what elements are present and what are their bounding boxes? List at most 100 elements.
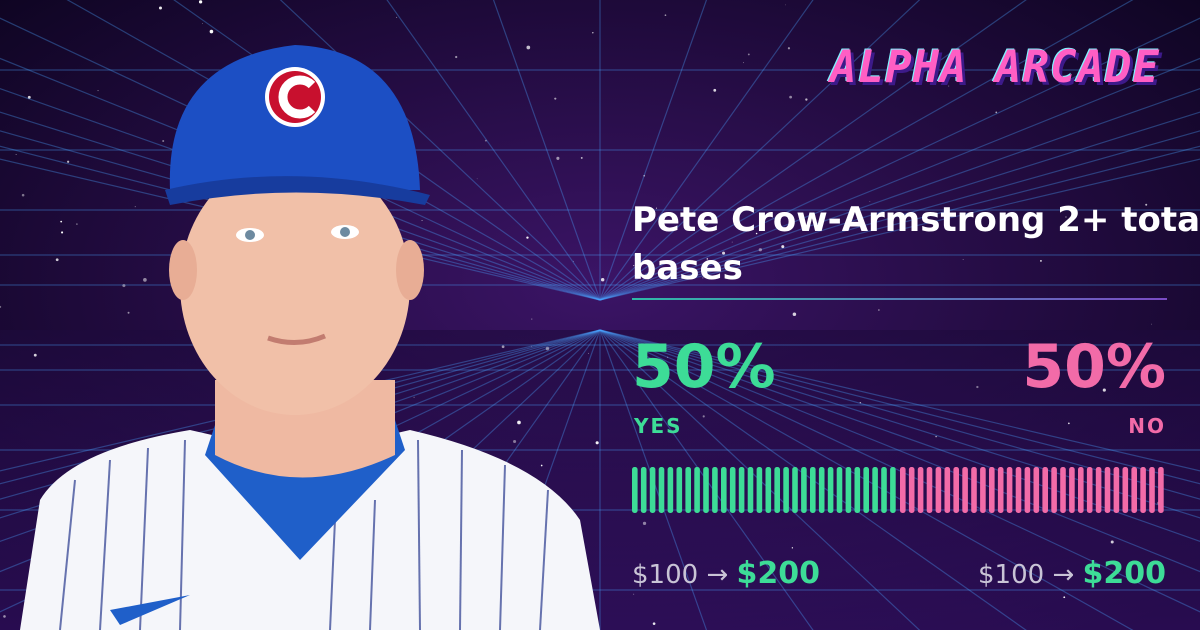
- bg-ray: [599, 0, 708, 301]
- odds-segment: [783, 467, 789, 513]
- odds-segment: [1104, 467, 1111, 513]
- star: [201, 23, 203, 24]
- odds-segment: [997, 467, 1004, 513]
- odds-segment: [944, 467, 951, 513]
- star: [706, 258, 709, 260]
- star: [55, 258, 59, 262]
- star: [67, 160, 70, 163]
- star: [702, 277, 704, 279]
- star: [655, 207, 658, 209]
- no-percent: 50%: [1022, 332, 1166, 402]
- star: [33, 353, 37, 357]
- star: [484, 139, 487, 142]
- no-payout: $100 → $200: [978, 556, 1166, 591]
- stake: $100: [978, 560, 1045, 590]
- star: [592, 32, 594, 34]
- star: [501, 345, 505, 349]
- star: [713, 88, 717, 92]
- payout: $200: [736, 556, 821, 591]
- bg-ray: [0, 111, 601, 301]
- odds-segment: [827, 467, 834, 513]
- odds-segment: [1086, 467, 1093, 513]
- star: [588, 352, 589, 354]
- bg-ray: [599, 329, 814, 630]
- odds-segment: [676, 467, 683, 513]
- odds-segment: [971, 467, 977, 513]
- odds-segment: [1069, 467, 1075, 513]
- star: [731, 241, 733, 243]
- star: [1145, 203, 1148, 206]
- star: [396, 16, 398, 18]
- odds-segment: [685, 467, 691, 513]
- odds-segment: [694, 467, 700, 513]
- star: [787, 47, 791, 50]
- star: [758, 248, 762, 252]
- star: [127, 311, 130, 314]
- odds-segment: [845, 467, 852, 513]
- odds-segment: [703, 467, 709, 513]
- odds-segment: [908, 467, 915, 513]
- star: [1040, 260, 1042, 262]
- bg-ray: [599, 17, 1200, 301]
- odds-segment: [729, 467, 736, 513]
- odds-segment: [1158, 467, 1164, 513]
- bg-ray: [599, 57, 1200, 301]
- no-label: NO: [1128, 414, 1166, 438]
- bg-ray: [599, 0, 814, 301]
- odds-segment: [872, 467, 878, 513]
- star: [573, 260, 574, 262]
- bg-ray: [599, 158, 1200, 301]
- odds-segment: [1122, 467, 1129, 513]
- odds-segment: [1113, 467, 1120, 513]
- star: [781, 245, 785, 249]
- star: [545, 346, 550, 351]
- star: [122, 284, 126, 288]
- odds-segment: [792, 467, 798, 513]
- market-title: Pete Crow-Armstrong 2+ total bases: [632, 200, 1200, 288]
- star: [702, 415, 705, 418]
- star: [421, 220, 423, 221]
- star: [633, 265, 635, 267]
- payout: $200: [1082, 556, 1167, 591]
- odds-segment: [1033, 467, 1040, 513]
- stake: $100: [632, 560, 699, 590]
- star: [789, 95, 793, 99]
- odds-segment: [917, 467, 924, 513]
- odds-segment: [658, 467, 665, 513]
- star: [526, 236, 529, 239]
- odds-segment: [1140, 467, 1146, 513]
- bg-ray: [599, 0, 921, 301]
- star: [158, 6, 162, 10]
- odds-segment: [980, 467, 986, 513]
- odds-segment: [756, 467, 763, 513]
- odds-segment: [774, 467, 780, 513]
- star: [869, 201, 871, 202]
- star: [61, 231, 64, 234]
- odds-segment: [962, 467, 968, 513]
- odds-segment: [926, 467, 933, 513]
- bg-ray: [599, 145, 1200, 301]
- bg-ray: [0, 88, 601, 301]
- star: [652, 622, 656, 625]
- star: [1067, 422, 1070, 425]
- bg-ray: [599, 329, 1200, 472]
- star: [791, 547, 794, 549]
- star: [600, 278, 605, 282]
- star: [209, 29, 214, 34]
- star: [859, 401, 862, 404]
- odds-segment: [640, 467, 647, 513]
- odds-segment: [1024, 467, 1031, 513]
- odds-segment: [854, 467, 861, 513]
- brand-logo: ALPHA ARCADE: [830, 42, 1160, 93]
- odds-segment: [1078, 467, 1084, 513]
- odds-segment: [1131, 467, 1137, 513]
- odds-segment: [632, 467, 638, 513]
- odds-segment: [1051, 467, 1057, 513]
- odds-segment: [738, 467, 745, 513]
- star: [554, 97, 557, 100]
- star: [27, 95, 31, 99]
- odds-segment: [818, 467, 825, 513]
- odds-segment: [721, 467, 727, 513]
- odds-segment: [1015, 467, 1022, 513]
